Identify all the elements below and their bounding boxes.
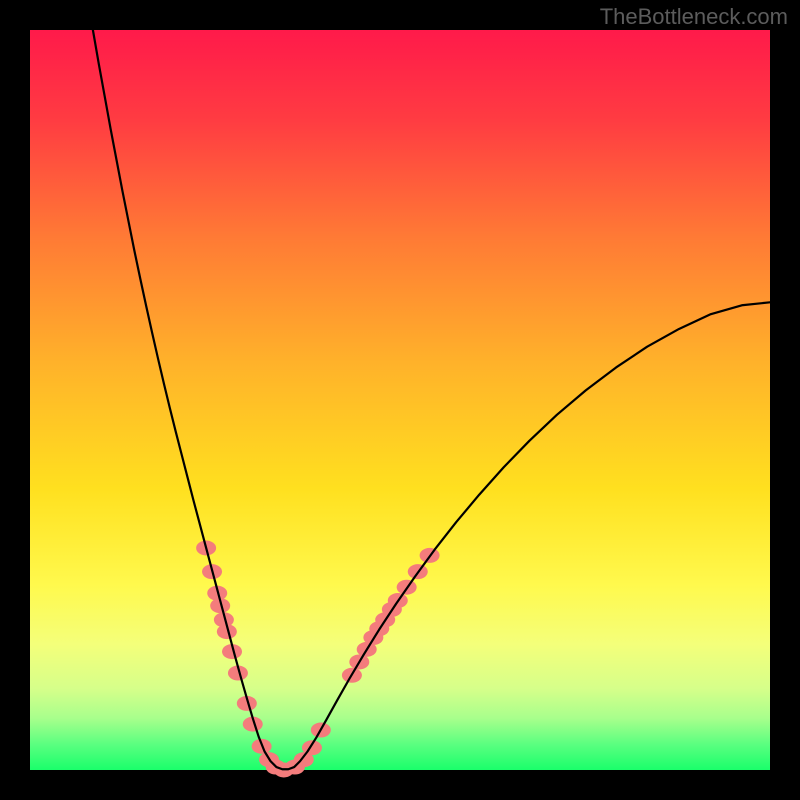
- bottleneck-chart: [0, 0, 800, 800]
- chart-container: TheBottleneck.com: [0, 0, 800, 800]
- plot-background-gradient: [30, 30, 770, 770]
